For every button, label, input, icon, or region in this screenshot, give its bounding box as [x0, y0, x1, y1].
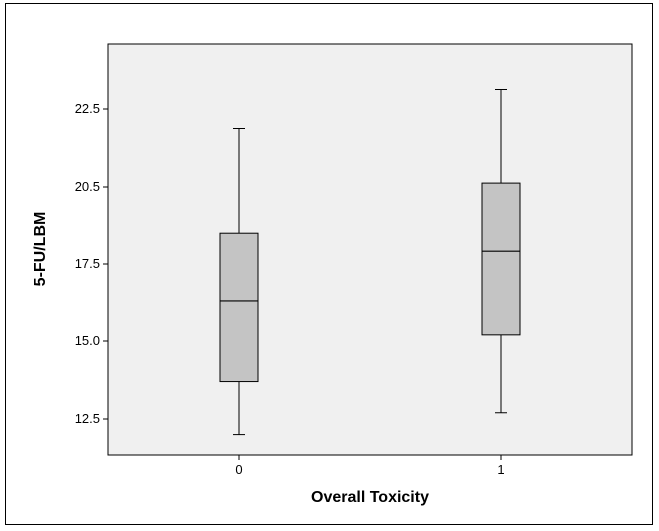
x-tick-label: 1	[497, 462, 504, 477]
iqr-box	[481, 182, 521, 336]
y-tick-label: 22.5	[75, 101, 100, 116]
x-tick-label: 0	[235, 462, 242, 477]
y-tick-label: 12.5	[75, 411, 100, 426]
y-tick-label: 17.5	[75, 256, 100, 271]
y-axis: 12.5 15.0 17.5 20.5 22.5	[75, 101, 108, 426]
box-category-1	[481, 89, 521, 414]
y-tick-label: 15.0	[75, 333, 100, 348]
y-tick-label: 20.5	[75, 179, 100, 194]
iqr-box	[219, 232, 259, 383]
x-axis-label: Overall Toxicity	[311, 489, 429, 506]
plot-area	[107, 43, 633, 456]
box-category-0	[219, 128, 259, 436]
y-axis-label: 5-FU/LBM	[32, 212, 49, 287]
boxes	[219, 89, 521, 436]
